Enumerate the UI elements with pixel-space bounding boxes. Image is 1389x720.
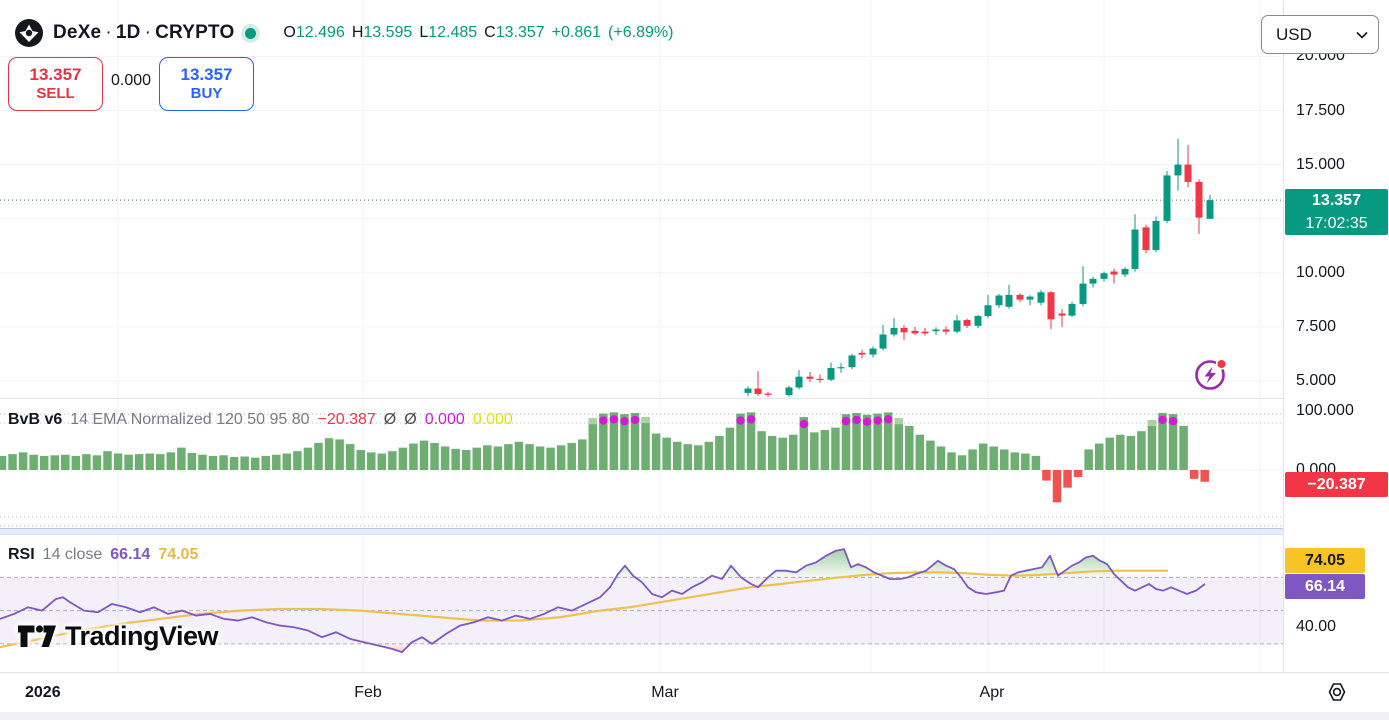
rsi-tick: 40.00: [1296, 618, 1337, 636]
currency-value: USD: [1276, 24, 1312, 44]
time-label-month: Feb: [354, 684, 382, 701]
time-axis[interactable]: 2026 Feb Mar Apr: [0, 672, 1389, 712]
tradingview-logo[interactable]: TradingView: [16, 621, 219, 652]
spread-value: 0.000: [110, 72, 152, 89]
rsi-ma-value: 74.05: [158, 546, 199, 563]
sell-price: 13.357: [29, 65, 82, 84]
dexe-logo-icon: [14, 18, 44, 48]
boost-flash-icon[interactable]: [1191, 353, 1231, 398]
bvb-tick: 100.000: [1296, 402, 1354, 420]
sell-label: SELL: [36, 85, 75, 103]
bvb-phi1: Ø: [383, 411, 397, 428]
rsi-params: 14 close: [42, 546, 103, 563]
current-price-label: 13.357 17:02:35: [1285, 189, 1388, 235]
pane-separator[interactable]: [0, 398, 1389, 399]
bvb-indicator-pane[interactable]: [0, 398, 1283, 528]
rsi-indicator-pane[interactable]: [0, 535, 1283, 672]
symbol-header: DeXe · 1D · CRYPTO O12.496 H13.595 L12.485 C…: [14, 18, 673, 48]
price-tick: 5.000: [1296, 372, 1337, 389]
price-tick: 7.500: [1296, 317, 1337, 335]
rsi-title: RSI: [8, 546, 35, 563]
time-label-month: Mar: [651, 684, 679, 701]
market-status-dot-icon: [245, 27, 257, 39]
bvb-phi2: Ø: [404, 411, 417, 428]
bvb-value: −20.387: [317, 411, 376, 428]
pane-separator-highlight[interactable]: [0, 534, 1283, 535]
time-label-month: Apr: [979, 684, 1005, 701]
bottom-strip: [0, 712, 1389, 720]
bvb-title: BvB v6: [8, 411, 63, 428]
rsi-value: 66.14: [110, 546, 151, 563]
bvb-current-label: −20.387: [1285, 472, 1388, 497]
bvb-legend[interactable]: BvB v6 14 EMA Normalized 120 50 95 80 −2…: [8, 411, 513, 429]
symbol-title[interactable]: DeXe · 1D · CRYPTO: [53, 22, 235, 43]
buy-label: BUY: [190, 85, 223, 103]
chevron-down-icon: [1356, 31, 1368, 39]
price-axis[interactable]: 20.000 17.500 15.000 10.000 7.500 5.000 100.00…: [1283, 0, 1389, 712]
tradingview-logo-icon: [18, 625, 56, 647]
ohlc-values: O12.496 H13.595 L12.485 C13.357 +0.861 (…: [283, 24, 674, 41]
pane-separator-highlight[interactable]: [0, 529, 1283, 534]
tradingview-logo-text: TradingView: [65, 621, 219, 651]
price-tick: 15.000: [1296, 155, 1345, 173]
sell-button[interactable]: 13.357 SELL: [8, 57, 103, 111]
buy-price: 13.357: [180, 65, 233, 84]
bvb-params: 14 EMA Normalized 120 50 95 80: [70, 411, 310, 428]
currency-selector[interactable]: USD: [1261, 15, 1379, 54]
rsi-current-label: 66.14: [1285, 574, 1365, 599]
axis-settings-gear-icon[interactable]: [1326, 681, 1348, 708]
rsi-legend[interactable]: RSI 14 close 66.14 74.05: [8, 546, 198, 564]
bvb-magenta-value: 0.000: [424, 411, 465, 428]
bvb-yellow-value: 0.000: [472, 411, 513, 428]
price-tick: 17.500: [1296, 101, 1345, 119]
main-candlestick-chart[interactable]: [0, 0, 1283, 398]
time-label-year: 2026: [25, 684, 61, 701]
pane-separator-highlight[interactable]: [0, 528, 1283, 529]
buy-button[interactable]: 13.357 BUY: [159, 57, 254, 111]
price-tick: 10.000: [1296, 263, 1345, 281]
rsi-ma-label: 74.05: [1285, 548, 1365, 573]
